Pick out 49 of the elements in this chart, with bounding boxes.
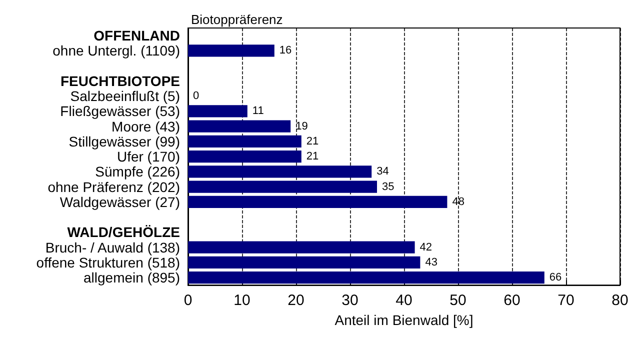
bar bbox=[188, 150, 302, 163]
y-tick-label: Ufer (170) bbox=[116, 148, 180, 165]
x-tick-label: 70 bbox=[558, 292, 574, 310]
x-tick-label: 10 bbox=[234, 292, 250, 310]
bar bbox=[188, 166, 372, 178]
y-tick-label: Moore (43) bbox=[112, 118, 180, 134]
bar bbox=[188, 196, 448, 208]
y-tick-label: Sümpfe (226) bbox=[95, 164, 180, 180]
data-label: 16 bbox=[279, 44, 292, 57]
data-label: 0 bbox=[193, 90, 200, 102]
data-label: 19 bbox=[296, 120, 308, 132]
data-label: 34 bbox=[376, 166, 389, 178]
y-tick-label: ohne Untergl. (1109) bbox=[52, 42, 180, 59]
x-tick-label: 50 bbox=[450, 292, 466, 310]
bar bbox=[188, 271, 544, 284]
data-label: 42 bbox=[420, 241, 432, 254]
y-tick-label: Salzbeeinflußt (5) bbox=[70, 88, 180, 104]
data-label: 35 bbox=[382, 180, 394, 193]
data-label: 66 bbox=[549, 272, 562, 284]
bar bbox=[188, 135, 302, 148]
y-tick-label: Stillgewässer (99) bbox=[68, 133, 180, 150]
y-tick-label: FEUCHTBIOTOPE bbox=[60, 72, 180, 89]
x-tick-label: 60 bbox=[504, 292, 520, 310]
x-tick-label: 30 bbox=[342, 292, 358, 310]
data-label: 43 bbox=[425, 256, 438, 268]
y-tick-label: ohne Präferenz (202) bbox=[48, 178, 180, 195]
chart-title: Biotoppräferenz bbox=[191, 12, 283, 27]
y-tick-label: OFFENLAND bbox=[94, 28, 180, 44]
x-tick-label: 40 bbox=[396, 292, 412, 310]
y-tick-label: Waldgewässer (27) bbox=[60, 194, 180, 210]
bar bbox=[188, 180, 377, 193]
data-label: 21 bbox=[306, 135, 319, 148]
x-tick-label: 20 bbox=[288, 292, 304, 310]
data-label: 11 bbox=[252, 105, 264, 118]
bar bbox=[188, 241, 415, 254]
y-tick-label: offene Strukturen (518) bbox=[36, 254, 180, 270]
x-tick-label: 80 bbox=[612, 292, 628, 310]
data-label: 21 bbox=[306, 150, 319, 163]
bar bbox=[188, 44, 274, 57]
bar bbox=[188, 256, 420, 268]
y-tick-label: allgemein (895) bbox=[84, 270, 180, 286]
y-tick-label: WALD/GEHÖLZE bbox=[67, 224, 180, 240]
y-tick-label: Fließgewässer (53) bbox=[60, 103, 180, 120]
x-axis-title: Anteil im Bienwald [%] bbox=[334, 312, 474, 328]
bar bbox=[188, 120, 291, 132]
data-label: 48 bbox=[452, 196, 464, 208]
bar bbox=[188, 105, 248, 118]
y-tick-label: Bruch- / Auwald (138) bbox=[45, 239, 180, 256]
x-tick-label: 0 bbox=[184, 292, 192, 310]
